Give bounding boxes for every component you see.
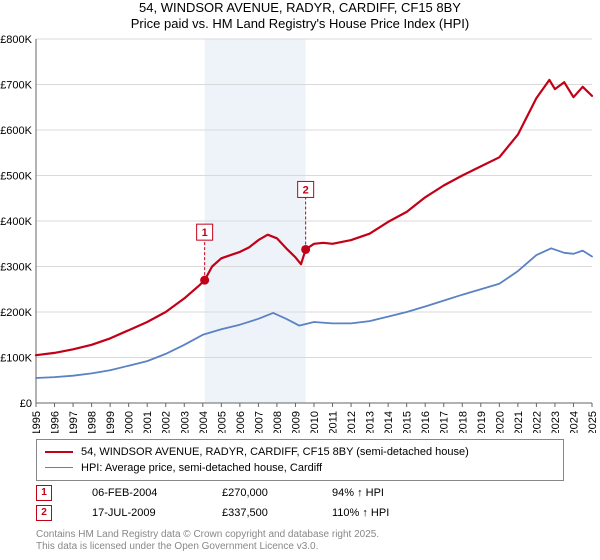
svg-text:£0: £0 xyxy=(20,398,32,410)
svg-text:1998: 1998 xyxy=(87,411,99,433)
sale-price: £337,500 xyxy=(222,507,332,519)
chart-title-line2: Price paid vs. HM Land Registry's House … xyxy=(0,16,600,32)
svg-text:2009: 2009 xyxy=(290,411,302,433)
svg-text:2: 2 xyxy=(303,184,309,196)
svg-text:1999: 1999 xyxy=(105,411,117,433)
svg-text:2010: 2010 xyxy=(309,411,321,433)
legend-row: 54, WINDSOR AVENUE, RADYR, CARDIFF, CF15… xyxy=(45,444,555,460)
sale-delta: 110% ↑ HPI xyxy=(332,507,389,519)
svg-text:2003: 2003 xyxy=(179,411,191,433)
chart-title-line1: 54, WINDSOR AVENUE, RADYR, CARDIFF, CF15… xyxy=(0,0,600,16)
svg-text:1995: 1995 xyxy=(31,411,43,433)
legend-row: HPI: Average price, semi-detached house,… xyxy=(45,460,555,476)
legend-swatch-hpi xyxy=(45,467,73,468)
svg-text:£300K: £300K xyxy=(0,261,32,273)
svg-text:£500K: £500K xyxy=(0,170,32,182)
svg-text:1996: 1996 xyxy=(50,411,62,433)
sale-row: 2 17-JUL-2009 £337,500 110% ↑ HPI xyxy=(36,505,564,521)
svg-text:2015: 2015 xyxy=(402,411,414,433)
legend-box: 54, WINDSOR AVENUE, RADYR, CARDIFF, CF15… xyxy=(36,439,564,481)
svg-text:2019: 2019 xyxy=(476,411,488,433)
sale-date: 17-JUL-2009 xyxy=(52,507,222,519)
svg-text:£600K: £600K xyxy=(0,125,32,137)
svg-text:£800K: £800K xyxy=(0,34,32,46)
attribution-footer: Contains HM Land Registry data © Crown c… xyxy=(36,529,564,554)
svg-text:2011: 2011 xyxy=(328,411,340,433)
svg-text:2013: 2013 xyxy=(365,411,377,433)
svg-text:£200K: £200K xyxy=(0,307,32,319)
svg-text:2016: 2016 xyxy=(420,411,432,433)
svg-text:2020: 2020 xyxy=(494,411,506,433)
svg-text:2022: 2022 xyxy=(531,411,543,433)
svg-text:£100K: £100K xyxy=(0,352,32,364)
svg-text:1: 1 xyxy=(202,227,208,239)
svg-text:2000: 2000 xyxy=(124,411,136,433)
svg-text:2014: 2014 xyxy=(383,411,395,433)
legend-swatch-price-paid xyxy=(45,451,73,453)
chart-svg: £0 £100K £200K £300K £400K £500K £600K £700K £80… xyxy=(0,33,600,433)
svg-text:2004: 2004 xyxy=(198,411,210,433)
sale-badge-1: 1 xyxy=(36,485,52,501)
svg-text:£700K: £700K xyxy=(0,79,32,91)
svg-text:2001: 2001 xyxy=(142,411,154,433)
svg-text:2018: 2018 xyxy=(457,411,469,433)
svg-text:2012: 2012 xyxy=(346,411,358,433)
legend-label-price-paid: 54, WINDSOR AVENUE, RADYR, CARDIFF, CF15… xyxy=(81,446,469,458)
svg-text:2002: 2002 xyxy=(161,411,173,433)
sale-price: £270,000 xyxy=(222,487,332,499)
sale-delta: 94% ↑ HPI xyxy=(332,487,384,499)
sale-row: 1 06-FEB-2004 £270,000 94% ↑ HPI xyxy=(36,485,564,501)
svg-text:2023: 2023 xyxy=(550,411,562,433)
svg-text:2024: 2024 xyxy=(568,411,580,433)
sale-date: 06-FEB-2004 xyxy=(52,487,222,499)
footer-line: Contains HM Land Registry data © Crown c… xyxy=(36,529,564,542)
svg-text:2007: 2007 xyxy=(253,411,265,433)
svg-text:2025: 2025 xyxy=(587,411,599,433)
legend-label-hpi: HPI: Average price, semi-detached house,… xyxy=(81,462,322,474)
svg-text:2017: 2017 xyxy=(439,411,451,433)
sale-badge-2: 2 xyxy=(36,505,52,521)
chart-area: £0 £100K £200K £300K £400K £500K £600K £700K £80… xyxy=(0,33,600,433)
svg-text:2021: 2021 xyxy=(513,411,525,433)
svg-text:2008: 2008 xyxy=(272,411,284,433)
svg-text:1997: 1997 xyxy=(68,411,80,433)
svg-text:2005: 2005 xyxy=(216,411,228,433)
svg-text:2006: 2006 xyxy=(235,411,247,433)
footer-line: This data is licensed under the Open Gov… xyxy=(36,541,564,554)
svg-text:£400K: £400K xyxy=(0,216,32,228)
